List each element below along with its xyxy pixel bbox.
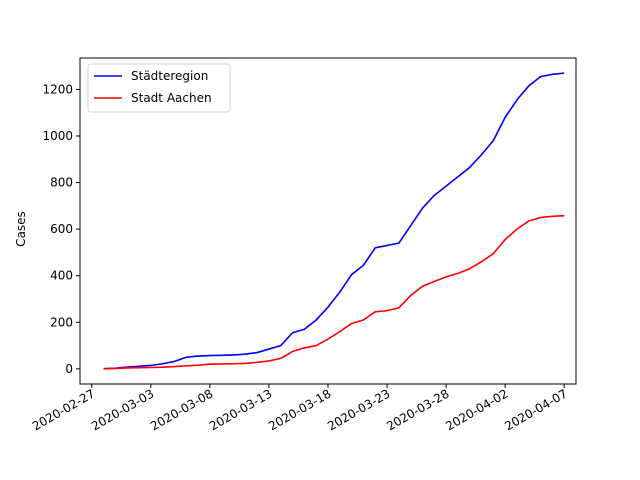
series-layer — [103, 72, 565, 370]
x-tick-label: 2020-04-02 — [443, 386, 510, 433]
x-tick-label: 2020-04-07 — [502, 386, 569, 433]
y-axis: 0 200 400 600 800 1000 1200 — [42, 82, 80, 376]
legend-box — [87, 63, 231, 113]
x-tick-label: 2020-03-03 — [89, 386, 156, 433]
x-tick-label: 2020-03-28 — [384, 386, 451, 433]
x-tick-label: 2020-03-13 — [207, 386, 274, 433]
series-line-stadt-aachen — [103, 214, 565, 370]
legend-label-stadteregion: Städteregion — [131, 69, 208, 83]
x-tick-label: 2020-03-23 — [325, 386, 392, 433]
y-tick-label: 600 — [50, 222, 73, 236]
y-tick-label: 0 — [65, 362, 73, 376]
y-axis-title: Cases — [14, 211, 28, 247]
y-tick-label: 200 — [50, 315, 73, 329]
legend-label-stadt-aachen: Stadt Aachen — [131, 91, 212, 105]
x-tick-label: 2020-03-08 — [148, 386, 215, 433]
y-tick-label: 1000 — [42, 129, 73, 143]
plot-frame — [79, 57, 577, 385]
series-line-stadteregion — [103, 72, 565, 370]
y-tick-label: 1200 — [42, 82, 73, 96]
legend: Städteregion Stadt Aachen — [87, 63, 231, 113]
y-tick-label: 400 — [50, 269, 73, 283]
x-axis: 2020-02-272020-03-032020-03-082020-03-13… — [30, 384, 570, 433]
x-tick-label: 2020-02-27 — [30, 386, 97, 433]
x-tick-label: 2020-03-18 — [266, 386, 333, 433]
y-tick-label: 800 — [50, 176, 73, 190]
